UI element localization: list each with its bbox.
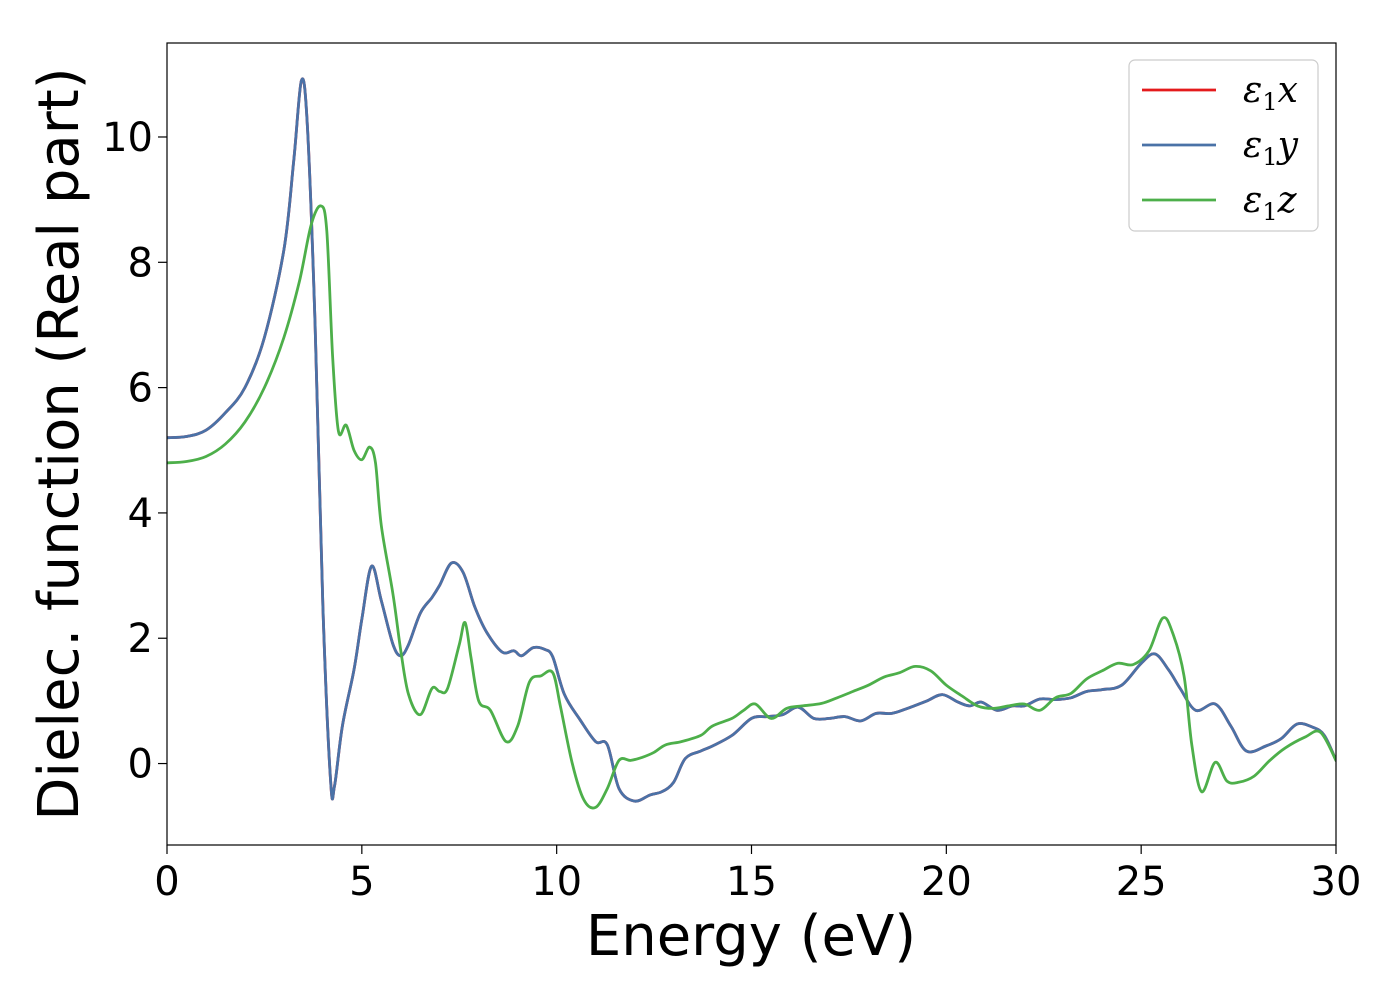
series-line-z (167, 204, 1336, 810)
x-tick-label: 0 (154, 859, 179, 905)
y-tick-label: 10 (102, 115, 153, 161)
y-tick-label: 0 (128, 742, 153, 788)
legend-label-x: ε1x (1243, 70, 1298, 116)
x-tick-label: 25 (1116, 859, 1167, 905)
x-tick-label: 10 (531, 859, 582, 905)
y-tick-label: 8 (128, 240, 153, 286)
legend: ε1x ε1y ε1z (1128, 59, 1319, 232)
series-layer (167, 77, 1336, 810)
series-line-y (167, 77, 1336, 803)
legend-label-z: ε1z (1243, 180, 1298, 226)
y-axis-label: Dielec. function (Real part) (27, 67, 92, 820)
y-tick-label: 2 (128, 616, 153, 662)
x-axis: 0 5 10 15 20 25 30 (154, 845, 1361, 905)
x-tick-label: 30 (1311, 859, 1362, 905)
x-tick-label: 20 (921, 859, 972, 905)
legend-label-y: ε1y (1243, 125, 1299, 171)
x-axis-label: Energy (eV) (586, 904, 916, 969)
legend-box (1128, 59, 1319, 232)
y-tick-label: 4 (128, 491, 153, 537)
x-tick-label: 15 (726, 859, 777, 905)
y-axis: 0 2 4 6 8 10 (102, 115, 167, 788)
x-tick-label: 5 (349, 859, 374, 905)
y-tick-label: 6 (128, 366, 153, 412)
